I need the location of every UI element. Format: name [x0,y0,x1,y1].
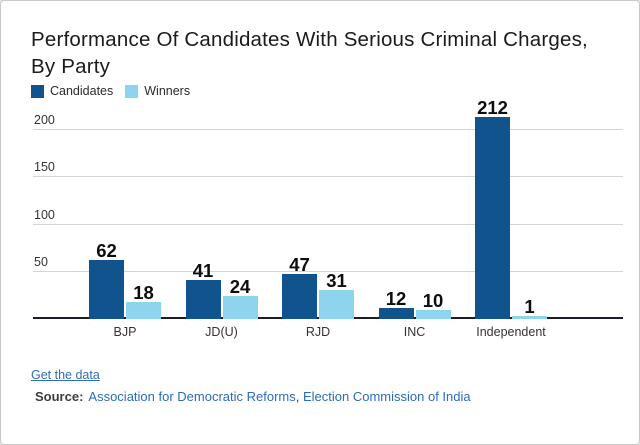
gridline [33,128,623,130]
candidates-swatch-icon [31,84,44,98]
bar-value-label: 212 [477,97,508,119]
bar-winners [415,309,451,319]
y-axis-tick-label: 100 [34,207,55,222]
legend-item-winners[interactable]: Winners [125,84,190,98]
bar-value-label: 31 [326,269,347,291]
x-axis-label: INC [403,325,426,339]
gridline [33,176,623,178]
x-axis-label: JD(U) [205,325,238,339]
chart-title-line1: Performance Of Candidates With Serious C… [31,28,588,51]
bar-candidates [378,307,414,319]
legend: Candidates Winners [31,84,190,98]
x-axis-label: RJD [305,325,331,339]
bar-value-label: 24 [229,276,251,298]
bar-value-label: 1 [524,296,535,317]
source-link-eci[interactable]: Election Commission of India [302,389,471,404]
bar-winners [319,289,354,319]
gridline [33,223,623,225]
bar-winners [512,316,547,319]
chart-title-line2: By Party [31,55,111,78]
bar-value-label: 47 [289,254,310,276]
bar-value-label: 62 [96,239,117,261]
chart-title: Performance Of Candidates With Serious C… [31,26,631,80]
bar-candidates [282,274,317,319]
bar-candidates [89,259,124,319]
legend-label-candidates: Candidates [50,84,114,98]
bar-value-label: 18 [133,281,154,303]
y-axis-tick-label: 50 [34,255,48,270]
y-axis-tick-label: 150 [34,160,55,175]
winners-swatch-icon [125,84,139,98]
source-link-adr[interactable]: Association for Democratic Reforms [88,389,296,404]
bar-value-label: 12 [385,287,407,309]
legend-label-winners: Winners [144,84,191,98]
x-axis-label: BJP [113,325,137,339]
source-line: Source: Association for Democratic Reform… [35,389,471,404]
y-axis-tick-label: 200 [34,112,55,127]
bar-winners [222,296,258,319]
bar-candidates [185,279,221,319]
gridline [33,271,623,273]
bar-value-label: 10 [422,289,444,311]
bar-winners [126,301,161,319]
source-label: Source: [35,389,84,404]
bar-value-label: 41 [192,259,214,281]
legend-item-candidates[interactable]: Candidates [31,84,113,98]
source-separator: , [295,389,303,404]
bar-candidates [475,117,510,319]
get-the-data-link[interactable]: Get the data [31,368,100,382]
x-axis-label: Independent [476,325,546,339]
